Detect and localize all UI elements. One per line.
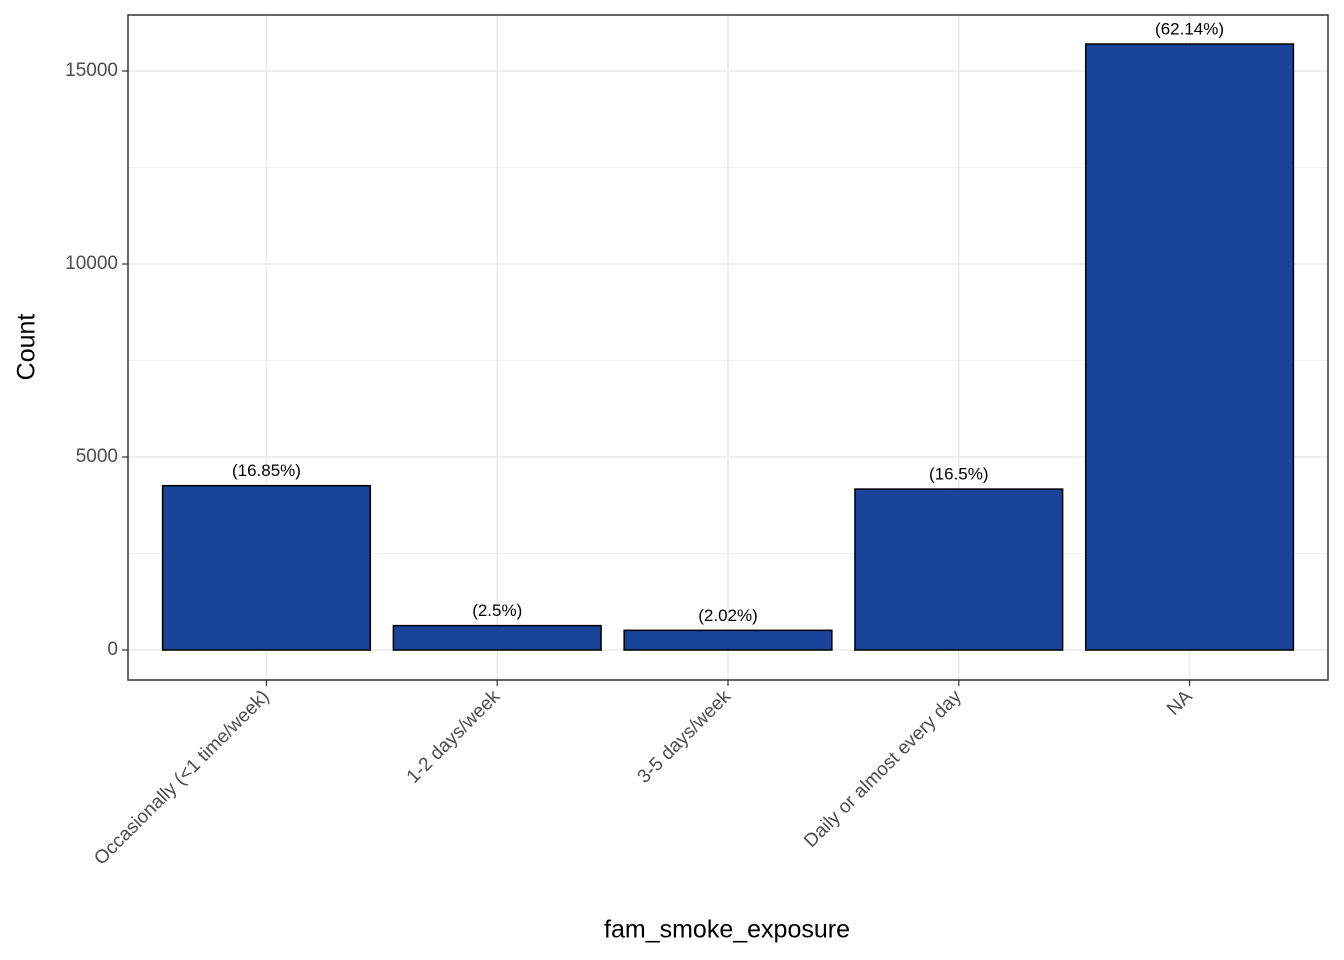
plot-border xyxy=(127,14,1329,681)
bar xyxy=(623,629,833,651)
y-axis-title: Count xyxy=(13,314,41,381)
data-label: (16.5%) xyxy=(929,465,989,484)
data-label: (16.85%) xyxy=(232,461,301,480)
bar xyxy=(854,488,1064,651)
bar xyxy=(392,624,602,651)
y-tick-label: 15000 xyxy=(65,60,118,81)
data-label: (2.02%) xyxy=(698,606,758,625)
bar xyxy=(161,484,372,651)
y-tick-label: 0 xyxy=(107,639,118,660)
y-tick-label: 10000 xyxy=(65,253,118,274)
x-axis-title: fam_smoke_exposure xyxy=(604,916,850,944)
y-tick-label: 5000 xyxy=(76,446,118,467)
bar xyxy=(1084,43,1295,651)
data-label: (62.14%) xyxy=(1155,20,1224,39)
data-label: (2.5%) xyxy=(472,601,522,620)
